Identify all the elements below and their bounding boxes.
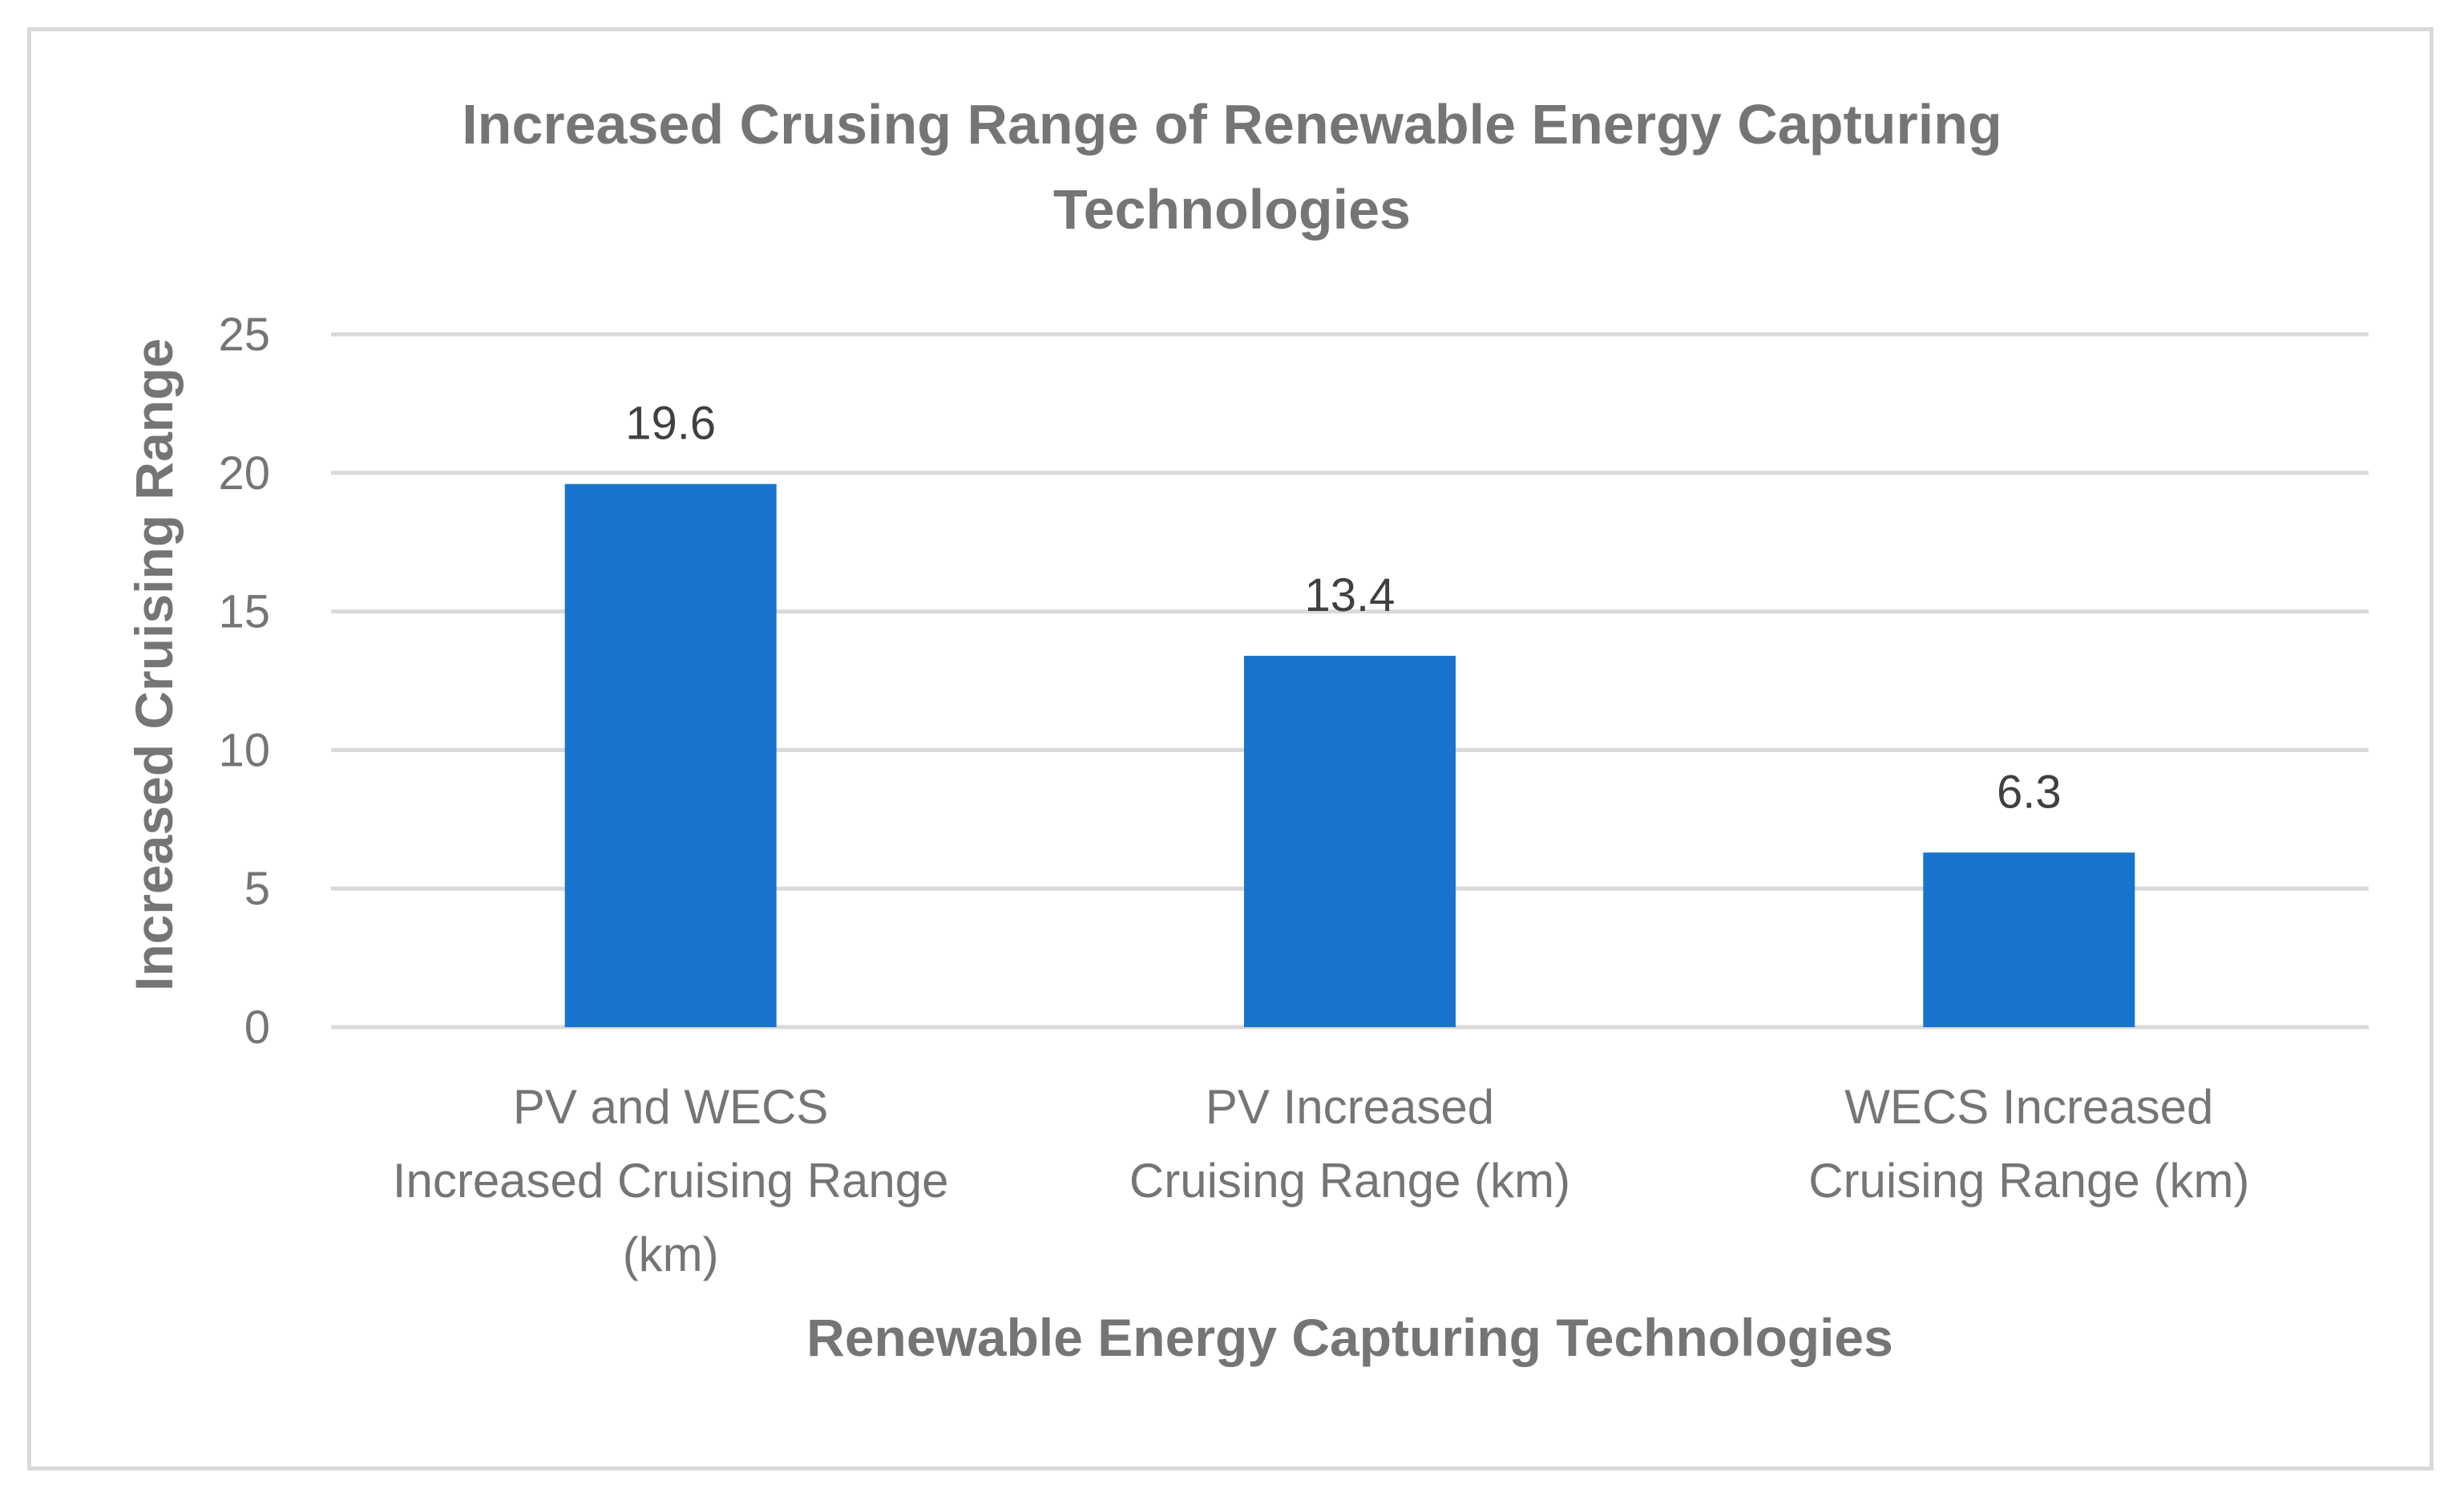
- bar: [564, 483, 777, 1027]
- x-category-label: PV and WECS: [513, 1080, 829, 1134]
- x-category-label: (km): [623, 1228, 719, 1281]
- y-tick-label: 0: [244, 1001, 270, 1054]
- y-tick-label: 10: [218, 724, 270, 776]
- data-label: 13.4: [1305, 569, 1396, 621]
- y-tick-label: 5: [244, 863, 270, 915]
- x-category-label: Cruising Range (km): [1129, 1154, 1570, 1208]
- x-category-label: WECS Increased: [1844, 1080, 2213, 1134]
- x-category-label: Increased Cruising Range: [393, 1154, 949, 1208]
- chart-title-line: Technologies: [1053, 178, 1411, 241]
- x-axis-categories: PV and WECS Increased Cruising Range (km) P…: [393, 1080, 2250, 1281]
- y-axis-ticks: 0 5 10 15 20 25: [218, 309, 270, 1054]
- data-label: 19.6: [625, 398, 716, 450]
- y-axis-title: Increased Cruising Range: [124, 338, 184, 991]
- bar: [1244, 655, 1456, 1027]
- y-tick-label: 15: [218, 586, 270, 638]
- bar-chart: Increased Crusing Range of Renewable Ene…: [124, 93, 2369, 1367]
- chart-title: Increased Crusing Range of Renewable Ene…: [462, 93, 2002, 241]
- chart-frame: Increased Crusing Range of Renewable Ene…: [27, 27, 2434, 1471]
- x-axis-title: Renewable Energy Capturing Technologies: [806, 1308, 1893, 1367]
- y-tick-label: 20: [218, 447, 270, 500]
- bars: [564, 483, 2135, 1027]
- x-category-label: PV Increased: [1206, 1080, 1494, 1134]
- chart-title-line: Increased Crusing Range of Renewable Ene…: [462, 93, 2002, 156]
- data-label: 6.3: [1997, 766, 2062, 818]
- y-tick-label: 25: [218, 309, 270, 361]
- data-labels: 19.6 13.4 6.3: [625, 398, 2061, 819]
- bar: [1923, 852, 2135, 1027]
- x-category-label: Cruising Range (km): [1808, 1154, 2249, 1208]
